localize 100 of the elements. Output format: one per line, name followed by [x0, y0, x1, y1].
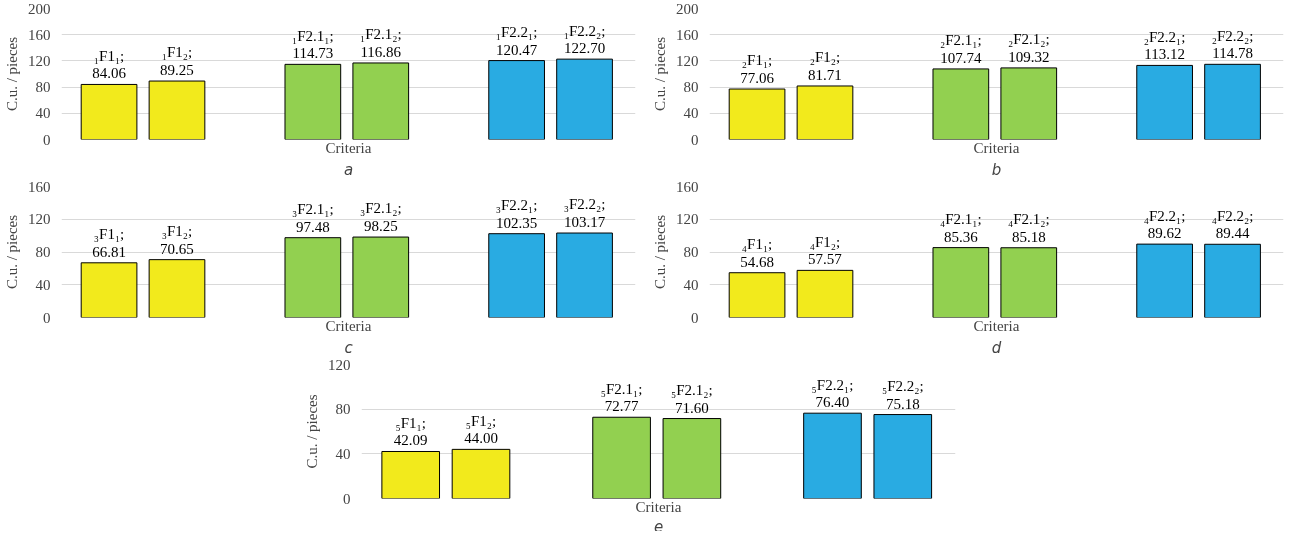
y-tick-label: 40: [335, 445, 351, 462]
bar: [352, 62, 410, 140]
y-tick-label: 80: [683, 79, 699, 96]
bar: [451, 448, 511, 499]
data-label: ₁F1₁; 84.06: [92, 47, 127, 82]
bar: [148, 259, 206, 318]
bar: [1136, 64, 1193, 140]
bar: [796, 85, 854, 140]
bar: [80, 83, 138, 140]
bar: [662, 418, 722, 499]
bar: [556, 58, 613, 140]
y-axis-title: C.u. / pieces: [652, 36, 668, 112]
y-axis-title: C.u. / pieces: [652, 214, 668, 290]
y-axis-title: C.u. / pieces: [4, 36, 20, 112]
bar: [80, 262, 138, 318]
data-label: ₄F1₁; 54.68: [740, 236, 774, 270]
bar: [381, 451, 441, 499]
bar: [1204, 63, 1261, 140]
y-tick-label: 0: [691, 309, 699, 326]
x-axis-title: Criteria: [325, 317, 372, 334]
data-label: ₂F2.1₂; 109.32: [1007, 31, 1050, 65]
bar: [148, 80, 206, 140]
data-label: ₂F1₂; 81.71: [808, 49, 842, 83]
data-label: ₁F2.2₁; 120.47: [495, 23, 538, 58]
y-tick-label: 40: [35, 105, 51, 122]
bar: [488, 233, 545, 318]
data-label: ₄F2.1₁; 85.36: [939, 211, 982, 245]
y-tick-label: 120: [676, 211, 699, 228]
y-tick-label: 0: [691, 131, 699, 148]
y-tick-label: 160: [28, 26, 51, 43]
data-label: ₂F2.2₂; 114.78: [1211, 27, 1254, 62]
y-tick-label: 40: [683, 105, 699, 122]
bar: [1204, 243, 1261, 318]
bar: [728, 88, 786, 140]
bar: [1000, 67, 1058, 140]
bar: [1136, 243, 1193, 318]
y-tick-label: 0: [43, 131, 51, 148]
bar: [284, 63, 342, 140]
data-label: ₅F1₂; 44.00: [464, 412, 498, 447]
data-label: ₁F2.1₂; 116.86: [359, 26, 402, 60]
bar: [592, 416, 651, 499]
data-label: ₂F2.1₁; 107.74: [939, 32, 982, 66]
y-tick-label: 80: [335, 401, 351, 418]
y-tick-label: 80: [35, 79, 51, 96]
x-axis-title: Criteria: [635, 498, 682, 515]
bar: [932, 68, 990, 140]
text: c: [344, 338, 354, 357]
data-label: ₃F1₂; 70.65: [160, 223, 194, 257]
y-tick-label: 0: [343, 490, 351, 507]
data-label: ₅F2.1₂; 71.60: [671, 381, 713, 416]
y-tick-label: 200: [676, 0, 699, 17]
y-tick-label: 160: [676, 178, 699, 195]
y-tick-label: 0: [43, 309, 51, 326]
data-label: ₂F1₁; 77.06: [740, 52, 775, 87]
text: a: [343, 160, 354, 179]
data-label: ₄F1₂; 57.57: [808, 233, 843, 268]
x-axis-title: Criteria: [973, 139, 1020, 156]
y-tick-label: 160: [676, 26, 699, 43]
bar: [803, 412, 862, 499]
bar: [932, 247, 990, 318]
text: b: [991, 160, 1002, 179]
data-label: ₃F2.2₂; 103.17: [563, 196, 606, 231]
y-tick-label: 120: [28, 52, 51, 69]
data-label: ₅F2.1₁; 72.77: [600, 380, 643, 415]
data-label: ₄F2.2₂; 89.44: [1211, 207, 1254, 242]
data-label: ₁F1₂; 89.25: [160, 44, 194, 79]
data-label: ₂F2.2₁; 113.12: [1143, 28, 1186, 63]
bar: [284, 237, 342, 318]
bar: [488, 60, 545, 140]
data-label: ₃F2.1₁; 97.48: [291, 201, 334, 235]
y-tick-label: 120: [28, 211, 51, 228]
data-label: ₅F2.2₂; 75.18: [881, 377, 924, 412]
data-label: ₅F1₁; 42.09: [393, 414, 428, 449]
y-tick-label: 80: [683, 244, 699, 260]
x-axis-title: Criteria: [325, 139, 372, 156]
data-label: ₁F2.2₂; 122.70: [563, 22, 606, 57]
data-label: ₁F2.1₁; 114.73: [291, 27, 334, 62]
y-axis-title: C.u. / pieces: [304, 394, 320, 469]
data-label: ₄F2.1₂; 85.18: [1007, 211, 1050, 245]
bar: [873, 414, 933, 499]
y-tick-label: 40: [683, 276, 699, 293]
bar: [352, 236, 410, 318]
y-tick-label: 200: [28, 0, 51, 17]
bar: [556, 232, 613, 318]
text: d: [991, 338, 1002, 357]
data-label: ₅F2.2₁; 76.40: [811, 376, 854, 411]
bar: [728, 272, 786, 318]
y-tick-label: 120: [328, 356, 351, 373]
y-tick-label: 160: [28, 178, 51, 195]
data-label: ₃F2.1₂; 98.25: [359, 200, 402, 235]
text: e: [653, 517, 664, 533]
y-tick-label: 120: [676, 52, 699, 69]
y-tick-label: 40: [35, 276, 51, 293]
data-label: ₄F2.2₁; 89.62: [1143, 207, 1186, 242]
x-axis-title: Criteria: [973, 317, 1020, 334]
data-label: ₃F1₁; 66.81: [92, 226, 126, 260]
data-label: ₃F2.2₁; 102.35: [495, 197, 538, 231]
bar: [1000, 247, 1058, 318]
bar: [796, 269, 854, 318]
y-tick-label: 80: [35, 244, 51, 260]
